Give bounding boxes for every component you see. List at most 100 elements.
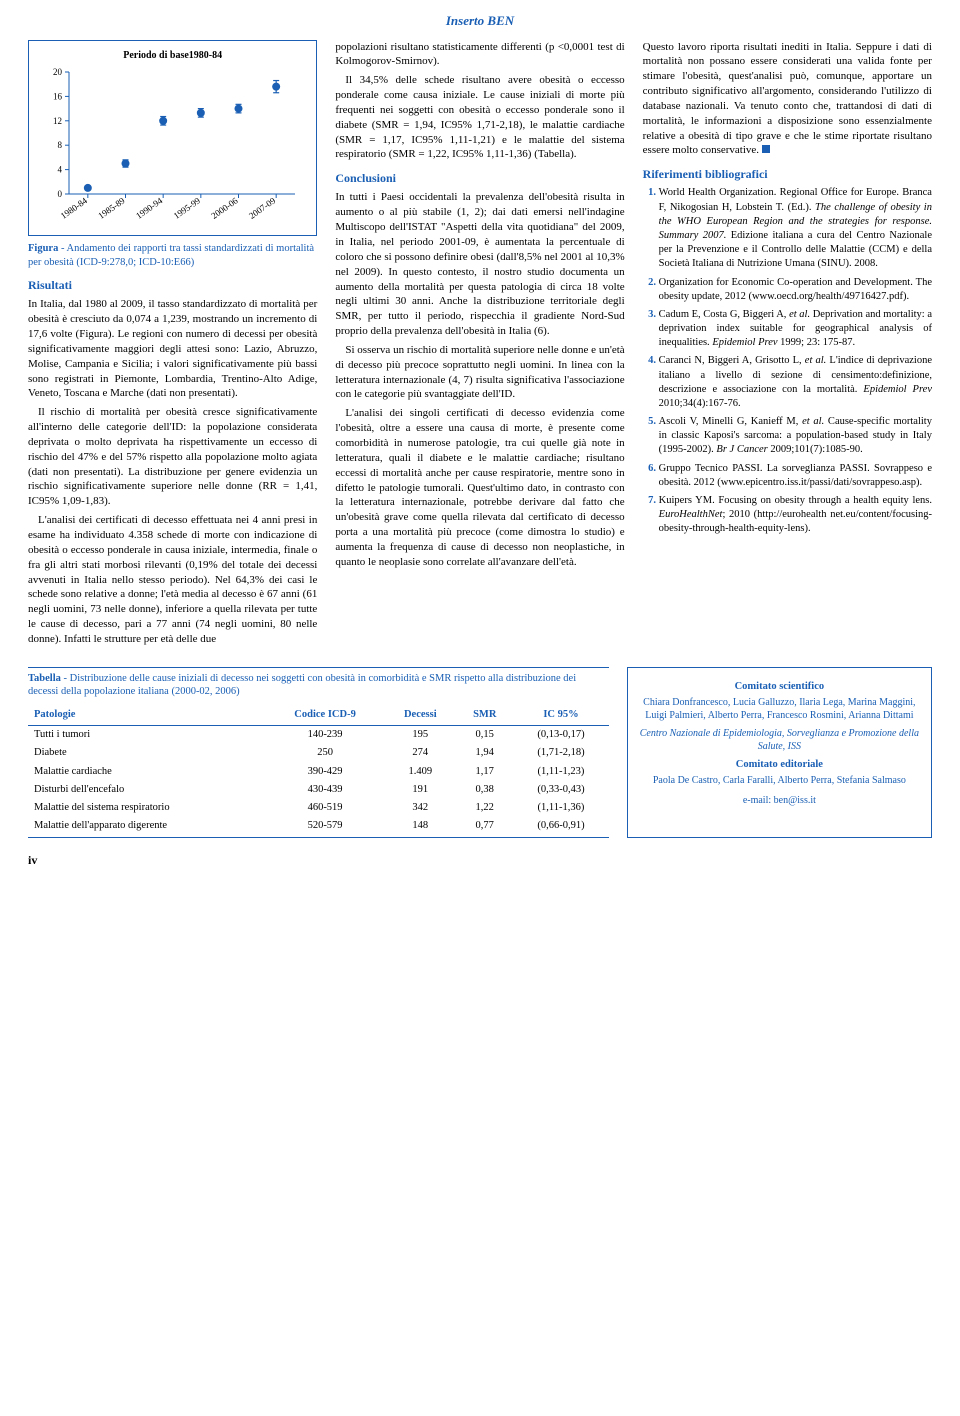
table-cell: 1,17: [456, 763, 513, 781]
committee-email: e-mail: ben@iss.it: [638, 794, 921, 808]
table-cell: Tutti i tumori: [28, 726, 266, 745]
col2-para-5: L'analisi dei singoli certificati di dec…: [335, 406, 624, 569]
table-cell: 191: [384, 781, 456, 799]
reference-item: Organization for Economic Co-operation a…: [659, 276, 932, 304]
bottom-row: Tabella - Distribuzione delle cause iniz…: [28, 667, 932, 838]
table-cell: Malattie dell'apparato digerente: [28, 817, 266, 838]
reference-item: World Health Organization. Regional Offi…: [659, 186, 932, 271]
reference-item: Kuipers YM. Focusing on obesity through …: [659, 494, 932, 537]
section-risultati: Risultati: [28, 277, 317, 293]
column-1: Periodo di base1980-84 0481216201980-841…: [28, 40, 317, 651]
committee-scientific-heading: Comitato scientifico: [638, 680, 921, 694]
table-cell: (1,11-1,23): [513, 763, 609, 781]
reference-item: Gruppo Tecnico PASSI. La sorveglianza PA…: [659, 462, 932, 490]
references-list: World Health Organization. Regional Offi…: [643, 186, 932, 536]
table-cell: Disturbi dell'encefalo: [28, 781, 266, 799]
figure-caption-prefix: Figura: [28, 243, 58, 254]
table-cell: Diabete: [28, 744, 266, 762]
table-cell: (1,71-2,18): [513, 744, 609, 762]
table-row: Malattie dell'apparato digerente520-5791…: [28, 817, 609, 838]
svg-text:20: 20: [53, 67, 63, 77]
data-table: PatologieCodice ICD-9DecessiSMRIC 95% Tu…: [28, 705, 609, 838]
end-square-icon: [762, 145, 770, 153]
col1-para-2: Il rischio di mortalità per obesità cres…: [28, 405, 317, 509]
table-caption: Tabella - Distribuzione delle cause iniz…: [28, 672, 609, 699]
reference-item: Cadum E, Costa G, Biggeri A, et al. Depr…: [659, 308, 932, 351]
table-header-cell: Codice ICD-9: [266, 705, 385, 726]
table-row: Tutti i tumori140-2391950,15(0,13-0,17): [28, 726, 609, 745]
table-cell: 1.409: [384, 763, 456, 781]
svg-text:8: 8: [58, 140, 63, 150]
svg-text:2000-06: 2000-06: [209, 195, 240, 221]
chart-title: Periodo di base1980-84: [35, 49, 310, 63]
table-cell: 342: [384, 799, 456, 817]
figure-caption-text: - Andamento dei rapporti tra tassi stand…: [28, 243, 314, 268]
committee-box: Comitato scientifico Chiara Donfrancesco…: [627, 667, 932, 838]
table-body: Tutti i tumori140-2391950,15(0,13-0,17)D…: [28, 726, 609, 838]
table-cell: (1,11-1,36): [513, 799, 609, 817]
column-3: Questo lavoro riporta risultati inediti …: [643, 40, 932, 651]
table-cell: (0,66-0,91): [513, 817, 609, 838]
table-cell: 430-439: [266, 781, 385, 799]
table-cell: 148: [384, 817, 456, 838]
table-cell: 1,22: [456, 799, 513, 817]
col3-para-1: Questo lavoro riporta risultati inediti …: [643, 40, 932, 159]
table-cell: 274: [384, 744, 456, 762]
committee-editorial-names: Paola De Castro, Carla Faralli, Alberto …: [638, 774, 921, 788]
table-header-cell: SMR: [456, 705, 513, 726]
committee-editorial-heading: Comitato editoriale: [638, 758, 921, 772]
reference-item: Caranci N, Biggeri A, Grisotto L, et al.…: [659, 354, 932, 411]
three-column-layout: Periodo di base1980-84 0481216201980-841…: [28, 40, 932, 651]
table-row: Malattie del sistema respiratorio460-519…: [28, 799, 609, 817]
col1-para-3: L'analisi dei certificati di decesso eff…: [28, 513, 317, 647]
svg-text:0: 0: [58, 189, 63, 199]
svg-text:4: 4: [58, 165, 63, 175]
reference-item: Ascoli V, Minelli G, Kanieff M, et al. C…: [659, 415, 932, 458]
svg-text:1995-99: 1995-99: [172, 195, 203, 221]
column-2: popolazioni risultano statisticamente di…: [335, 40, 624, 651]
svg-text:1980-84: 1980-84: [59, 195, 90, 221]
section-references: Riferimenti bibliografici: [643, 166, 932, 182]
col2-para-3: In tutti i Paesi occidentali la prevalen…: [335, 190, 624, 338]
table-row: Malattie cardiache390-4291.4091,17(1,11-…: [28, 763, 609, 781]
table-cell: Malattie cardiache: [28, 763, 266, 781]
table-row: Disturbi dell'encefalo430-4391910,38(0,3…: [28, 781, 609, 799]
table-cell: 0,77: [456, 817, 513, 838]
svg-text:12: 12: [53, 116, 62, 126]
journal-section-header: Inserto BEN: [28, 12, 932, 30]
col2-para-2: Il 34,5% delle schede risultano avere ob…: [335, 73, 624, 162]
table-cell: 0,38: [456, 781, 513, 799]
committee-org: Centro Nazionale di Epidemiologia, Sorve…: [638, 727, 921, 754]
table-header-row: PatologieCodice ICD-9DecessiSMRIC 95%: [28, 705, 609, 726]
table-cell: 0,15: [456, 726, 513, 745]
table-header-cell: Patologie: [28, 705, 266, 726]
table-cell: 140-239: [266, 726, 385, 745]
committee-scientific-names: Chiara Donfrancesco, Lucia Galluzzo, Ila…: [638, 696, 921, 723]
svg-text:1990-94: 1990-94: [134, 195, 165, 221]
table-caption-prefix: Tabella: [28, 673, 61, 684]
table-cell: 390-429: [266, 763, 385, 781]
table-block: Tabella - Distribuzione delle cause iniz…: [28, 667, 609, 838]
table-cell: 1,94: [456, 744, 513, 762]
col2-para-1: popolazioni risultano statisticamente di…: [335, 40, 624, 70]
col1-para-1: In Italia, dal 1980 al 2009, il tasso st…: [28, 297, 317, 401]
table-row: Diabete2502741,94(1,71-2,18): [28, 744, 609, 762]
page-number: iv: [28, 852, 932, 868]
chart-svg: 0481216201980-841985-891990-941995-99200…: [35, 66, 305, 226]
table-cell: (0,33-0,43): [513, 781, 609, 799]
figure-chart: Periodo di base1980-84 0481216201980-841…: [28, 40, 317, 236]
svg-text:16: 16: [53, 91, 63, 101]
table-header-cell: Decessi: [384, 705, 456, 726]
table-cell: 460-519: [266, 799, 385, 817]
section-conclusioni: Conclusioni: [335, 170, 624, 186]
table-cell: Malattie del sistema respiratorio: [28, 799, 266, 817]
svg-text:2007-09: 2007-09: [247, 195, 278, 221]
col2-para-4: Si osserva un rischio di mortalità super…: [335, 343, 624, 402]
table-header-cell: IC 95%: [513, 705, 609, 726]
table-caption-text: - Distribuzione delle cause iniziali di …: [28, 673, 576, 698]
table-cell: 520-579: [266, 817, 385, 838]
col3-para-1-text: Questo lavoro riporta risultati inediti …: [643, 41, 932, 157]
table-cell: (0,13-0,17): [513, 726, 609, 745]
svg-text:1985-89: 1985-89: [96, 195, 127, 221]
table-cell: 250: [266, 744, 385, 762]
